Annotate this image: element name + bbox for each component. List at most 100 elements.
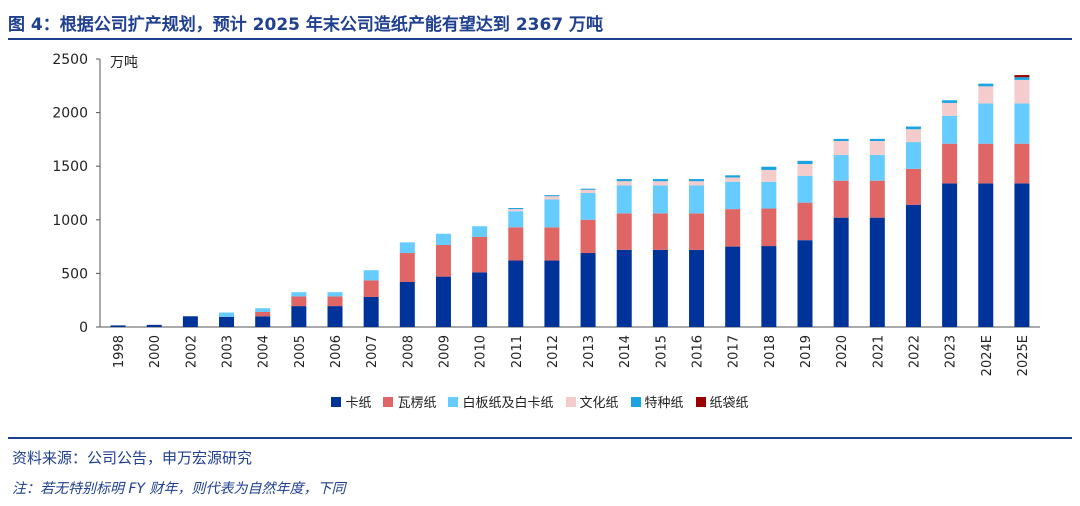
legend-label: 瓦楞纸 — [397, 396, 437, 411]
bar-segment — [110, 325, 126, 327]
bar-segment — [544, 195, 560, 197]
bar-segment — [544, 199, 560, 228]
stacked-bar-chart: 万吨 0 500 1000 1500 2000 2500 1998 2000 2002 2003 20… — [52, 52, 1040, 376]
bar-segment — [978, 183, 994, 327]
x-tick-label: 2015 — [654, 335, 669, 368]
bar-segment — [1014, 143, 1030, 184]
footer-divider — [8, 437, 1072, 439]
bar-segment — [978, 103, 994, 144]
bar-segment — [978, 83, 994, 87]
bar-segment — [580, 188, 596, 190]
bar-segment — [725, 181, 741, 210]
bar-segment — [399, 281, 415, 327]
bar-segment — [363, 280, 379, 297]
bar-segment — [327, 306, 343, 327]
bar-segment — [255, 311, 271, 317]
y-tick-label: 1500 — [52, 159, 88, 175]
bar-segment — [363, 296, 379, 327]
bar-segment — [978, 86, 994, 104]
bar-segment — [652, 249, 668, 327]
bar-segment — [905, 204, 921, 327]
bar-segment — [616, 181, 632, 186]
bar-segment — [833, 180, 849, 218]
bar-segment — [508, 209, 524, 212]
bar-segment — [363, 270, 379, 281]
bar-segment — [869, 138, 885, 142]
x-tick-label: 2017 — [727, 335, 742, 368]
x-tick-label: 2006 — [329, 335, 344, 368]
y-tick-label: 0 — [79, 320, 88, 336]
bar-segment — [616, 249, 632, 327]
bar-segment — [399, 242, 415, 254]
bar-segment — [580, 189, 596, 193]
x-tick-label: 2008 — [401, 335, 416, 368]
x-tick-label: 2012 — [546, 335, 561, 368]
bar-segment — [472, 226, 488, 237]
x-tick-label: 2016 — [691, 335, 706, 368]
x-tick-label: 1998 — [112, 335, 127, 368]
bar-segment — [291, 306, 307, 327]
x-tick-label: 2000 — [148, 335, 163, 368]
legend-item: 卡纸 — [331, 392, 371, 411]
bar-segment — [544, 260, 560, 327]
bar-segment — [508, 227, 524, 261]
bar-segment — [255, 308, 271, 312]
bar-segment — [689, 179, 705, 182]
bar-segment — [1014, 103, 1030, 144]
y-tick-label: 2500 — [52, 52, 88, 68]
bar-segment — [435, 233, 451, 245]
x-tick-label: 2019 — [799, 335, 814, 368]
y-axis-unit-label: 万吨 — [110, 55, 138, 71]
bar-segment — [1014, 183, 1030, 327]
bar-segment — [725, 246, 741, 327]
bar-segment — [219, 316, 235, 327]
bar-segment — [833, 138, 849, 142]
bar-segment — [291, 292, 307, 297]
y-tick-label: 1000 — [52, 213, 88, 229]
x-tick-label: 2013 — [582, 335, 597, 368]
x-tick-label: 2003 — [221, 335, 236, 368]
bar-segment — [797, 160, 813, 165]
bar-segment — [905, 129, 921, 143]
x-tick-label: 2004 — [257, 335, 272, 368]
bar-segment — [869, 141, 885, 155]
bar-segment — [978, 143, 994, 184]
bar-segment — [255, 316, 271, 327]
bar-segment — [797, 164, 813, 176]
bar-segment — [327, 292, 343, 297]
x-tick-label: 2025E — [1016, 335, 1031, 376]
bar-segment — [797, 240, 813, 327]
bar-segment — [942, 183, 958, 327]
x-tick-label: 2005 — [293, 335, 308, 368]
bar-segment — [616, 179, 632, 182]
bar-segment — [652, 179, 668, 182]
x-tick-label: 2018 — [763, 335, 778, 368]
x-tick-label: 2022 — [907, 335, 922, 368]
bar-segment — [508, 260, 524, 327]
bar-segment — [689, 249, 705, 327]
legend-swatch — [448, 396, 459, 407]
legend-item: 纸袋纸 — [695, 392, 749, 411]
bar-segment — [399, 253, 415, 282]
bar-segment — [689, 185, 705, 214]
bar-segment — [942, 143, 958, 184]
legend-swatch — [565, 396, 576, 407]
bar-segment — [869, 217, 885, 327]
figure-title: 图 4：根据公司扩产规划，预计 2025 年末公司造纸产能有望达到 2367 万… — [8, 15, 604, 35]
legend-item: 文化纸 — [565, 392, 619, 411]
bar-segment — [219, 312, 235, 317]
bar-segment — [761, 181, 777, 209]
x-tick-label: 2020 — [835, 335, 850, 368]
bar-segment — [797, 175, 813, 203]
bar-segment — [725, 175, 741, 178]
legend-item: 瓦楞纸 — [383, 392, 436, 411]
bar-segment — [435, 244, 451, 277]
legend-swatch — [695, 396, 706, 407]
bar-segment — [652, 185, 668, 214]
bar-segment — [580, 253, 596, 327]
bar-segment — [291, 296, 307, 307]
legend-label: 卡纸 — [345, 396, 372, 411]
note-text: 注：若无特别标明 FY 财年，则代表为自然年度，下同 — [12, 481, 346, 497]
bar-segment — [580, 193, 596, 220]
y-tick-label: 500 — [61, 266, 88, 282]
